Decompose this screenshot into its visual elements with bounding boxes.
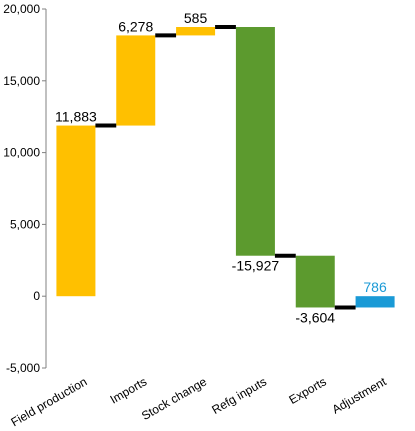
x-category-label: Stock change <box>139 374 209 423</box>
data-label: 585 <box>184 10 208 26</box>
x-category-label: Refg inputs <box>209 374 269 416</box>
x-category-label: Adjustment <box>330 374 390 416</box>
connector-layer <box>95 25 356 310</box>
bar-field-production <box>56 125 96 297</box>
bar-adjustment <box>355 296 395 308</box>
x-category-label: Field production <box>8 374 89 429</box>
x-category-label: Exports <box>287 374 329 406</box>
axis-layer: -5,000 0 5,000 10,000 15,000 20,000 <box>3 2 47 375</box>
data-label: -15,927 <box>232 258 280 274</box>
y-tick-label: -5,000 <box>6 361 40 375</box>
bar-exports <box>295 255 335 308</box>
y-tick-label: 20,000 <box>3 2 40 16</box>
bar-layer <box>56 27 395 308</box>
data-label: 11,883 <box>55 109 97 125</box>
x-category-label: Imports <box>108 374 150 406</box>
y-tick-label: 5,000 <box>10 217 40 231</box>
label-layer: 11,883 6,278 585 -15,927 -3,604 786 <box>55 10 387 325</box>
data-label: -3,604 <box>295 309 335 325</box>
y-tick-label: 10,000 <box>3 146 40 160</box>
y-tick-label: 0 <box>33 289 40 303</box>
bar-refg-inputs <box>235 27 275 256</box>
y-tick-label: 15,000 <box>3 74 40 88</box>
bar-imports <box>116 35 156 126</box>
bar-stock-change <box>176 27 216 36</box>
data-label: 6,278 <box>118 18 153 34</box>
data-label: 786 <box>363 279 387 295</box>
